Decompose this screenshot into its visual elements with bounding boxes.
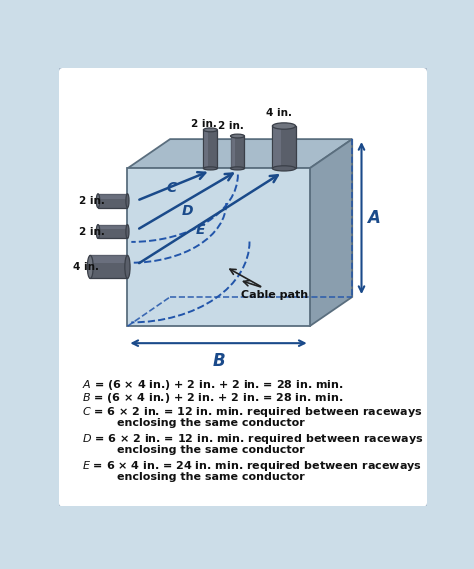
FancyBboxPatch shape [58,67,428,508]
Text: 2 in.: 2 in. [191,119,217,129]
Text: C: C [166,180,177,195]
Text: $\it{B}$ = (6 × 4 in.) + 2 in. + 2 in. = 28 in. min.: $\it{B}$ = (6 × 4 in.) + 2 in. + 2 in. =… [82,391,344,405]
Ellipse shape [126,225,129,238]
Text: 4 in.: 4 in. [265,108,292,118]
Text: A: A [367,209,380,227]
Text: E: E [196,223,205,237]
Polygon shape [230,136,245,168]
Ellipse shape [273,166,296,171]
Text: 2 in.: 2 in. [79,196,105,206]
Ellipse shape [273,123,296,129]
Polygon shape [128,168,310,326]
Ellipse shape [203,128,218,132]
Ellipse shape [96,194,100,208]
Ellipse shape [96,225,100,238]
Text: enclosing the same conductor: enclosing the same conductor [118,445,305,455]
Ellipse shape [230,167,245,170]
Ellipse shape [125,255,130,278]
Polygon shape [98,194,128,199]
Polygon shape [98,225,128,238]
Text: 4 in.: 4 in. [73,262,99,272]
Text: 2 in.: 2 in. [79,226,105,237]
Polygon shape [98,194,128,208]
Text: 2 in.: 2 in. [219,121,244,131]
Polygon shape [128,139,352,168]
Polygon shape [204,130,208,168]
Polygon shape [98,225,128,229]
Ellipse shape [230,134,245,138]
Polygon shape [203,130,218,168]
Ellipse shape [87,255,93,278]
Polygon shape [90,255,128,263]
Ellipse shape [126,194,129,208]
Text: $\it{E}$ = 6 × 4 in. = 24 in. min. required between raceways: $\it{E}$ = 6 × 4 in. = 24 in. min. requi… [82,459,422,473]
Text: B: B [212,352,225,370]
Polygon shape [273,126,281,168]
Text: Cable path: Cable path [241,290,308,300]
Text: $\it{A}$ = (6 × 4 in.) + 2 in. + 2 in. = 28 in. min.: $\it{A}$ = (6 × 4 in.) + 2 in. + 2 in. =… [82,378,344,392]
Text: D: D [182,204,193,218]
Text: $\it{C}$ = 6 × 2 in. = 12 in. min. required between raceways: $\it{C}$ = 6 × 2 in. = 12 in. min. requi… [82,405,423,419]
Polygon shape [310,139,352,326]
Polygon shape [90,255,128,278]
Text: enclosing the same conductor: enclosing the same conductor [118,472,305,482]
Ellipse shape [203,167,218,170]
Polygon shape [273,126,296,168]
Text: enclosing the same conductor: enclosing the same conductor [118,418,305,428]
Polygon shape [231,136,236,168]
Text: $\it{D}$ = 6 × 2 in. = 12 in. min. required between raceways: $\it{D}$ = 6 × 2 in. = 12 in. min. requi… [82,432,424,446]
